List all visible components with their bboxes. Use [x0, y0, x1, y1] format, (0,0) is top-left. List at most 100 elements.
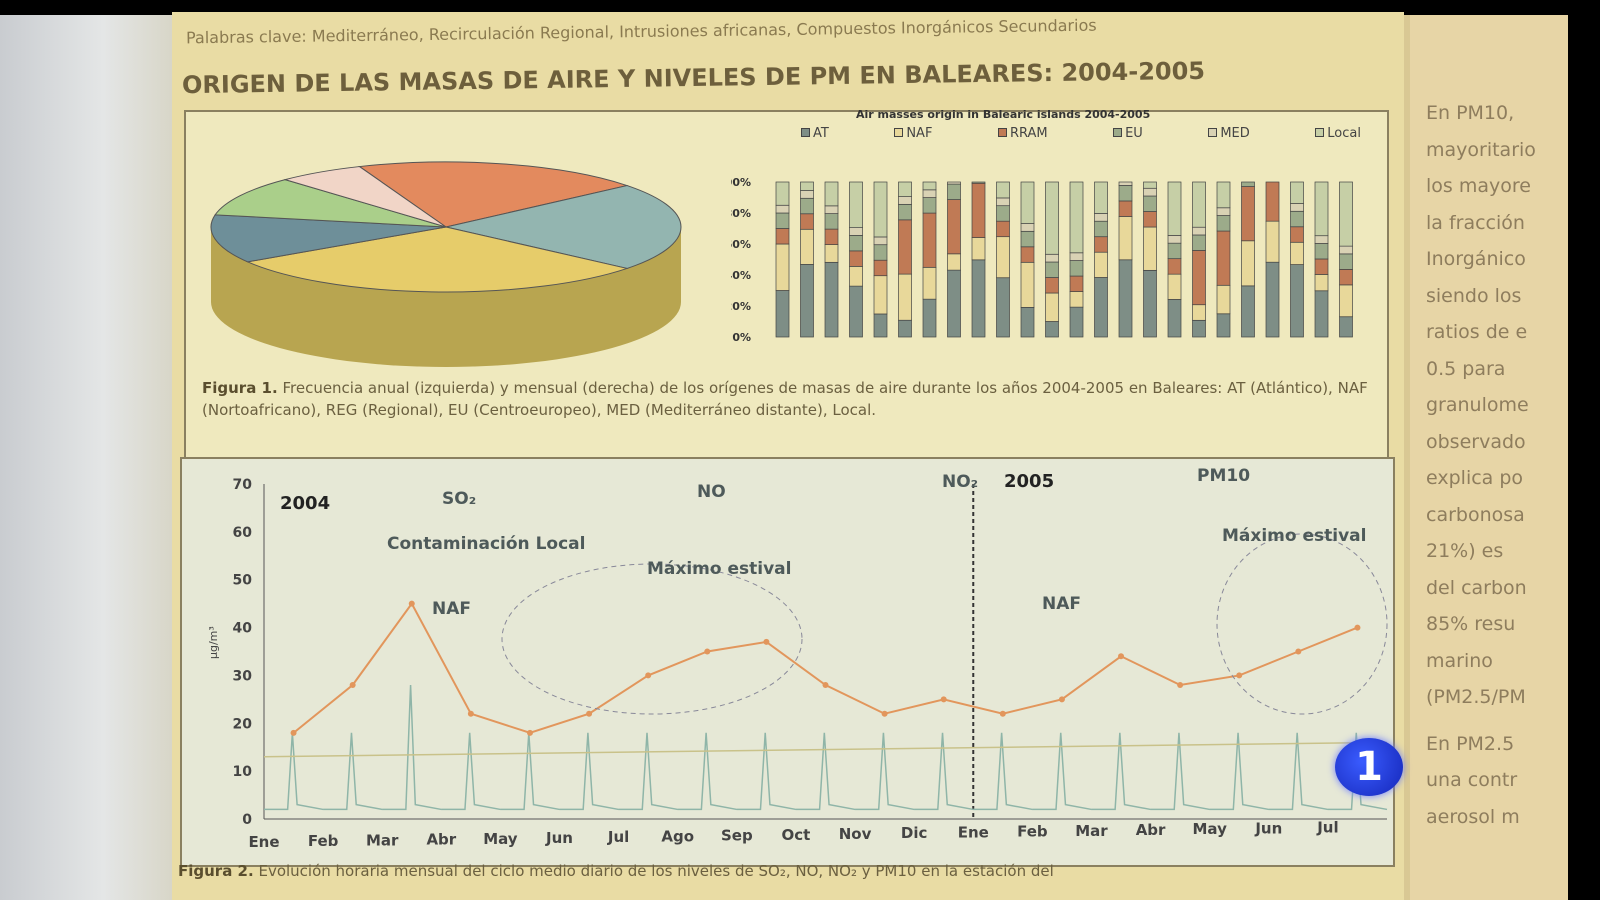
figure-2: 70 60 50 40 30 20 10 0 µg/m³ Ene Feb Mar Abr May Jun Ju…: [180, 457, 1395, 867]
bar-segment: [824, 181, 839, 207]
bar-segment: [824, 261, 839, 338]
legend-swatch: [1315, 128, 1325, 137]
bar-segment: [996, 277, 1010, 338]
bar-chart: 100% 80% 60% 40% 20% 0%: [731, 176, 1353, 344]
bar-segment: [775, 181, 790, 206]
pm10-point: [290, 729, 297, 736]
figure-2-label: Figura 2.: [178, 862, 254, 880]
bar-segment: [1241, 181, 1255, 187]
background-wall: [0, 15, 172, 900]
bar-segment: [1314, 274, 1329, 292]
figure-1-caption: Frecuencia anual (izquierda) y mensual (…: [202, 379, 1368, 419]
side-text-line: (PM2.5/PM: [1426, 686, 1526, 708]
bar-segment: [1069, 260, 1084, 277]
bar-segment: [1339, 181, 1353, 247]
bar-segment: [1045, 181, 1059, 255]
bar-segment: [1020, 230, 1035, 248]
bar-segment: [1045, 277, 1059, 294]
pie-slice: [245, 226, 629, 293]
bar-segment: [1265, 220, 1280, 263]
y-tick-label: 30: [233, 668, 253, 684]
y-tick-label: 60%: [731, 238, 751, 251]
bar-segment: [922, 212, 937, 268]
keywords: Palabras clave: Mediterráneo, Recirculac…: [185, 15, 1097, 48]
pm10-point: [1058, 696, 1065, 703]
no-series: [264, 684, 1388, 811]
x-tick-label: May: [1192, 820, 1227, 838]
y-tick-label: 10: [233, 764, 253, 780]
bar-segment: [1069, 252, 1084, 261]
legend-item: Local: [1315, 126, 1361, 141]
x-tick-label: Jun: [1254, 819, 1282, 837]
bar-segment: [1118, 181, 1133, 186]
pm10-point: [526, 729, 533, 736]
bar-segment: [898, 219, 912, 275]
x-tick-label: Jul: [1316, 819, 1338, 837]
bar-segment: [996, 236, 1010, 279]
annotation: NAF: [432, 599, 471, 619]
bar-segment: [824, 244, 839, 263]
bar-segment: [1167, 273, 1182, 300]
bar-legend: AT NAF RRAM EU MED Local: [801, 126, 1361, 141]
bar-segment: [996, 220, 1010, 238]
y-tick-label: 70: [233, 477, 253, 493]
bar-segment: [971, 182, 986, 238]
figure-2-caption: Evolución horaria mensual del ciclo medi…: [258, 862, 1054, 880]
pie-slice: [283, 166, 447, 228]
bar-segment: [873, 313, 888, 338]
bar-segment: [922, 189, 937, 198]
side-text-line: 0.5 para: [1426, 357, 1506, 380]
x-tick-label: May: [483, 830, 518, 848]
bar-segment: [996, 205, 1010, 222]
channel-logo: 1: [1335, 738, 1403, 796]
legend-swatch: [894, 128, 904, 137]
pm10-point: [1177, 682, 1184, 688]
bar-segment: [1069, 291, 1084, 308]
bar-segment: [849, 235, 863, 252]
poster: Palabras clave: Mediterráneo, Recirculac…: [172, 12, 1404, 900]
bar-segment: [1069, 181, 1084, 254]
bar-segment: [873, 236, 888, 246]
bar-segment: [898, 203, 912, 221]
bar-segment: [1339, 253, 1353, 270]
bar-segment: [1216, 207, 1231, 216]
bar-segment: [849, 266, 863, 287]
bar-segment: [947, 269, 961, 338]
bar-segment: [824, 228, 839, 245]
bar-segment: [1216, 230, 1231, 286]
bar-segment: [1265, 261, 1280, 338]
bar-segment: [1192, 234, 1206, 251]
bar-segment: [1314, 258, 1329, 275]
bar-segment: [1339, 284, 1353, 318]
line-chart: 70 60 50 40 30 20 10 0 µg/m³ Ene Feb Mar Abr May Jun Ju…: [207, 466, 1388, 851]
y-tick-label: 100%: [731, 176, 751, 189]
y-tick-label: 40%: [731, 269, 751, 282]
bar-segment: [1143, 269, 1157, 338]
bar-segment: [1094, 277, 1108, 338]
legend-item: AT: [801, 126, 829, 141]
legend-swatch: [801, 128, 810, 137]
side-text-line: observado: [1426, 430, 1526, 453]
legend-swatch: [997, 128, 1007, 137]
bar-segment: [1020, 223, 1035, 232]
side-text-line: 21%) es: [1426, 540, 1504, 562]
bar-segment: [824, 213, 839, 230]
x-tick-label: Feb: [308, 832, 339, 850]
bar-segment: [1143, 211, 1157, 228]
y-tick-label: 20: [233, 716, 253, 732]
y-tick-label: 0: [242, 812, 252, 828]
figure-1: Air masses origin in Balearic islands 20…: [184, 108, 1389, 460]
bar-segment: [1045, 321, 1059, 338]
bar-segment: [898, 181, 912, 197]
bar-segment: [1192, 304, 1206, 321]
bar-segment: [1314, 290, 1329, 338]
bar-segment: [1094, 181, 1108, 214]
pm10-point: [881, 710, 888, 717]
bar-segment: [775, 228, 790, 245]
bar-segment: [922, 181, 937, 191]
pm10-point: [1295, 648, 1302, 655]
legend-item: RRAM: [997, 126, 1048, 141]
bar-segment: [1265, 181, 1280, 222]
bar-segment: [1069, 275, 1084, 292]
bar-segment: [1192, 226, 1206, 236]
